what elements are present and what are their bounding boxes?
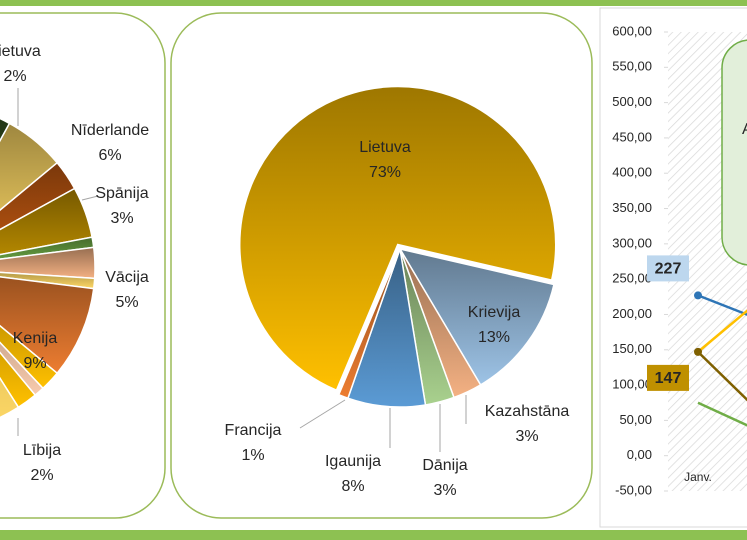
y-tick-label: 500,00 (612, 94, 652, 109)
slice-label: Krievija (468, 304, 521, 321)
y-tick-label: 550,00 (612, 59, 652, 74)
pie-slice (238, 85, 557, 392)
slice-value-label: 8% (341, 478, 364, 495)
y-tick-label: 50,00 (619, 412, 652, 427)
slice-value-label: 5% (115, 294, 138, 311)
slice-label: Lietuva (359, 139, 411, 156)
y-tick-label: 100,00 (612, 377, 652, 392)
slice-value-label: 2% (30, 467, 53, 484)
slice-label: Nīderlande (71, 122, 149, 139)
y-tick-label: 300,00 (612, 235, 652, 250)
series-line (697, 309, 747, 353)
slice-value-label: 3% (515, 428, 538, 445)
slice-value-label: 3% (433, 482, 456, 499)
slice-label: Lībija (23, 442, 61, 459)
leader-lines (17, 88, 467, 452)
y-tick-label: 0,00 (627, 447, 652, 462)
slice-value-label: 73% (369, 164, 401, 181)
data-label-box (647, 255, 689, 282)
point-marker (694, 291, 702, 300)
slice-label: Francija (225, 422, 282, 439)
pie-slice (398, 247, 555, 386)
y-tick-label: 150,00 (612, 341, 652, 356)
slice-label: Kenija (13, 330, 58, 347)
y-tick-label: 250,00 (612, 271, 652, 286)
y-tick-label: -50,00 (615, 482, 652, 497)
slice-label: Vācija (105, 269, 149, 286)
slice-value-label: 6% (98, 147, 121, 164)
series-line (697, 350, 747, 402)
data-label-box (647, 364, 689, 391)
slice-value-label: 13% (478, 329, 510, 346)
slice-value-label: 9% (23, 355, 46, 372)
y-tick-label: 350,00 (612, 200, 652, 215)
annotation: A (742, 121, 747, 138)
annotation-box (721, 39, 747, 266)
top-bar (0, 0, 747, 6)
slice-label: Kazahstāna (485, 403, 570, 420)
bottom-bar (0, 530, 747, 540)
data-label: 227 (655, 261, 682, 278)
pie-slice (337, 248, 401, 400)
slice-value-label: 1% (241, 447, 264, 464)
y-tick-label: 600,00 (612, 23, 652, 38)
series-line (697, 401, 747, 427)
y-tick-label: 200,00 (612, 306, 652, 321)
slice-label: Lietuva (0, 43, 41, 60)
slice-value-label: 3% (110, 210, 133, 227)
pie-slice (0, 276, 95, 375)
y-tick-label: 400,00 (612, 165, 652, 180)
slice-label: Igaunija (325, 453, 381, 470)
slice-label: Dānija (422, 457, 467, 474)
data-label: 147 (655, 370, 682, 387)
x-tick-label: Janv. (684, 470, 712, 484)
point-marker (694, 347, 702, 356)
slice-value-label: 2% (3, 68, 26, 85)
pie-slice (0, 376, 20, 419)
y-tick-label: 450,00 (612, 129, 652, 144)
slice-label: Spānija (95, 185, 148, 202)
